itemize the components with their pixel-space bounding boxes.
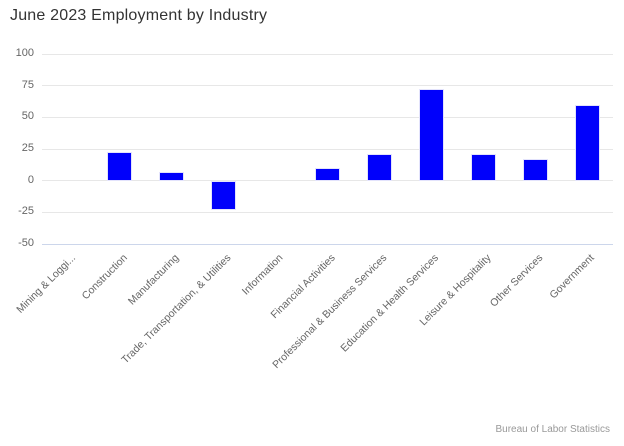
bar-education-health-services[interactable] xyxy=(418,89,444,181)
bar-construction[interactable] xyxy=(107,151,133,181)
x-axis-label: Mining & Loggi... xyxy=(14,251,78,316)
y-axis-label: 0 xyxy=(27,173,34,186)
bar-other-services[interactable] xyxy=(522,159,548,181)
x-axis-label: Manufacturing xyxy=(126,251,182,308)
y-axis-label: -50 xyxy=(18,237,34,249)
y-axis-label: 50 xyxy=(21,110,34,123)
gridline xyxy=(42,116,613,118)
bar-government[interactable] xyxy=(574,104,600,181)
bar-manufacturing[interactable] xyxy=(159,171,185,181)
gridline xyxy=(42,148,613,150)
x-axis-line xyxy=(42,243,613,245)
credits-link[interactable]: Bureau of Labor Statistics xyxy=(495,424,610,435)
x-axis-label: Education & Health Services xyxy=(338,251,442,355)
bar-trade-transportation-utilities[interactable] xyxy=(211,180,237,210)
gridline xyxy=(42,211,613,213)
x-axis-label: Trade, Transportation, & Utilities xyxy=(119,251,234,367)
bar-professional-business-services[interactable] xyxy=(366,154,392,181)
y-axis-label: -25 xyxy=(18,205,34,218)
gridline xyxy=(42,53,613,55)
gridline xyxy=(42,85,613,87)
chart-title: June 2023 Employment by Industry xyxy=(10,7,268,24)
x-axis-label: Government xyxy=(547,251,597,302)
bar-financial-activities[interactable] xyxy=(315,168,340,181)
y-axis-label: 75 xyxy=(21,78,34,91)
gridline xyxy=(42,180,613,182)
x-axis-label: Information xyxy=(239,251,286,298)
y-axis-label: 25 xyxy=(21,142,34,154)
y-axis-label: 100 xyxy=(15,47,34,59)
x-axis-label: Construction xyxy=(79,251,130,303)
bar-leisure-hospitality[interactable] xyxy=(470,154,496,181)
x-axis-label: Other Services xyxy=(487,251,546,310)
